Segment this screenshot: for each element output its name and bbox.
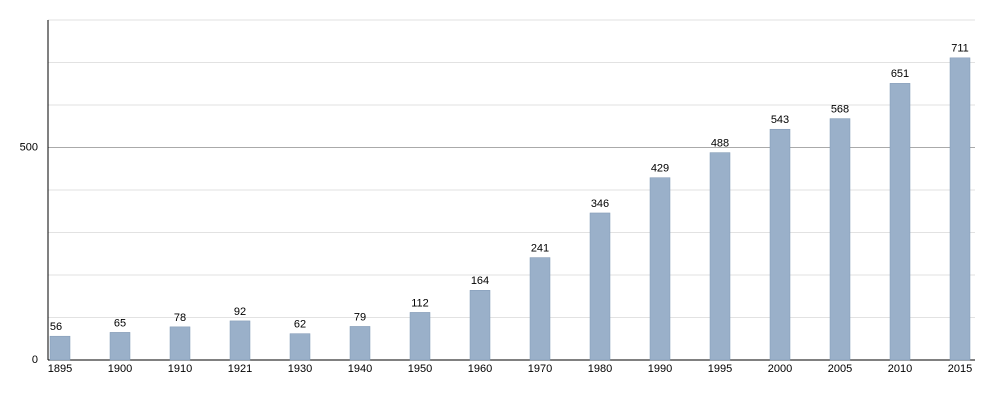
data-label: 711 (951, 43, 969, 55)
bar (829, 118, 851, 361)
bar (229, 320, 251, 361)
x-tick-label: 1980 (588, 363, 612, 375)
x-tick-label: 1900 (108, 363, 132, 375)
bar (109, 332, 131, 361)
data-label: 112 (411, 297, 429, 309)
x-tick-label: 1930 (288, 363, 312, 375)
bar (289, 333, 311, 361)
bar (469, 290, 491, 361)
y-tick-label: 0 (32, 354, 38, 366)
x-tick-label: 1910 (168, 363, 192, 375)
bar (529, 257, 551, 361)
bar (169, 326, 191, 361)
data-label: 164 (471, 275, 489, 287)
y-tick-label: 500 (20, 141, 38, 153)
x-tick-label: 2010 (888, 363, 912, 375)
x-tick-label: 2000 (768, 363, 792, 375)
data-label: 543 (771, 114, 789, 126)
data-label: 488 (711, 138, 729, 150)
x-tick-label: 1950 (408, 363, 432, 375)
bar (889, 83, 911, 361)
data-label: 78 (174, 312, 186, 324)
data-label: 65 (114, 317, 126, 329)
data-label: 92 (234, 306, 246, 318)
data-label: 568 (831, 104, 849, 116)
data-label: 651 (891, 68, 909, 80)
bar (49, 335, 71, 361)
bar (949, 57, 971, 361)
x-tick-label: 1990 (648, 363, 672, 375)
data-label: 429 (651, 163, 669, 175)
bar (649, 177, 671, 361)
bar (709, 152, 731, 361)
x-tick-label: 1995 (708, 363, 732, 375)
x-tick-label: 2005 (828, 363, 852, 375)
x-tick-label: 1940 (348, 363, 372, 375)
x-tick-label: 1921 (228, 363, 252, 375)
bar (349, 326, 371, 361)
data-label: 79 (354, 311, 366, 323)
bar (409, 312, 431, 361)
x-tick-label: 1960 (468, 363, 492, 375)
bar (589, 212, 611, 361)
x-tick-label: 2015 (948, 363, 972, 375)
bar (769, 128, 791, 361)
data-label: 56 (50, 321, 62, 333)
x-tick-label: 1970 (528, 363, 552, 375)
data-label: 241 (531, 242, 549, 254)
x-tick-label: 1895 (48, 363, 72, 375)
data-label: 346 (591, 198, 609, 210)
data-label: 62 (294, 319, 306, 331)
